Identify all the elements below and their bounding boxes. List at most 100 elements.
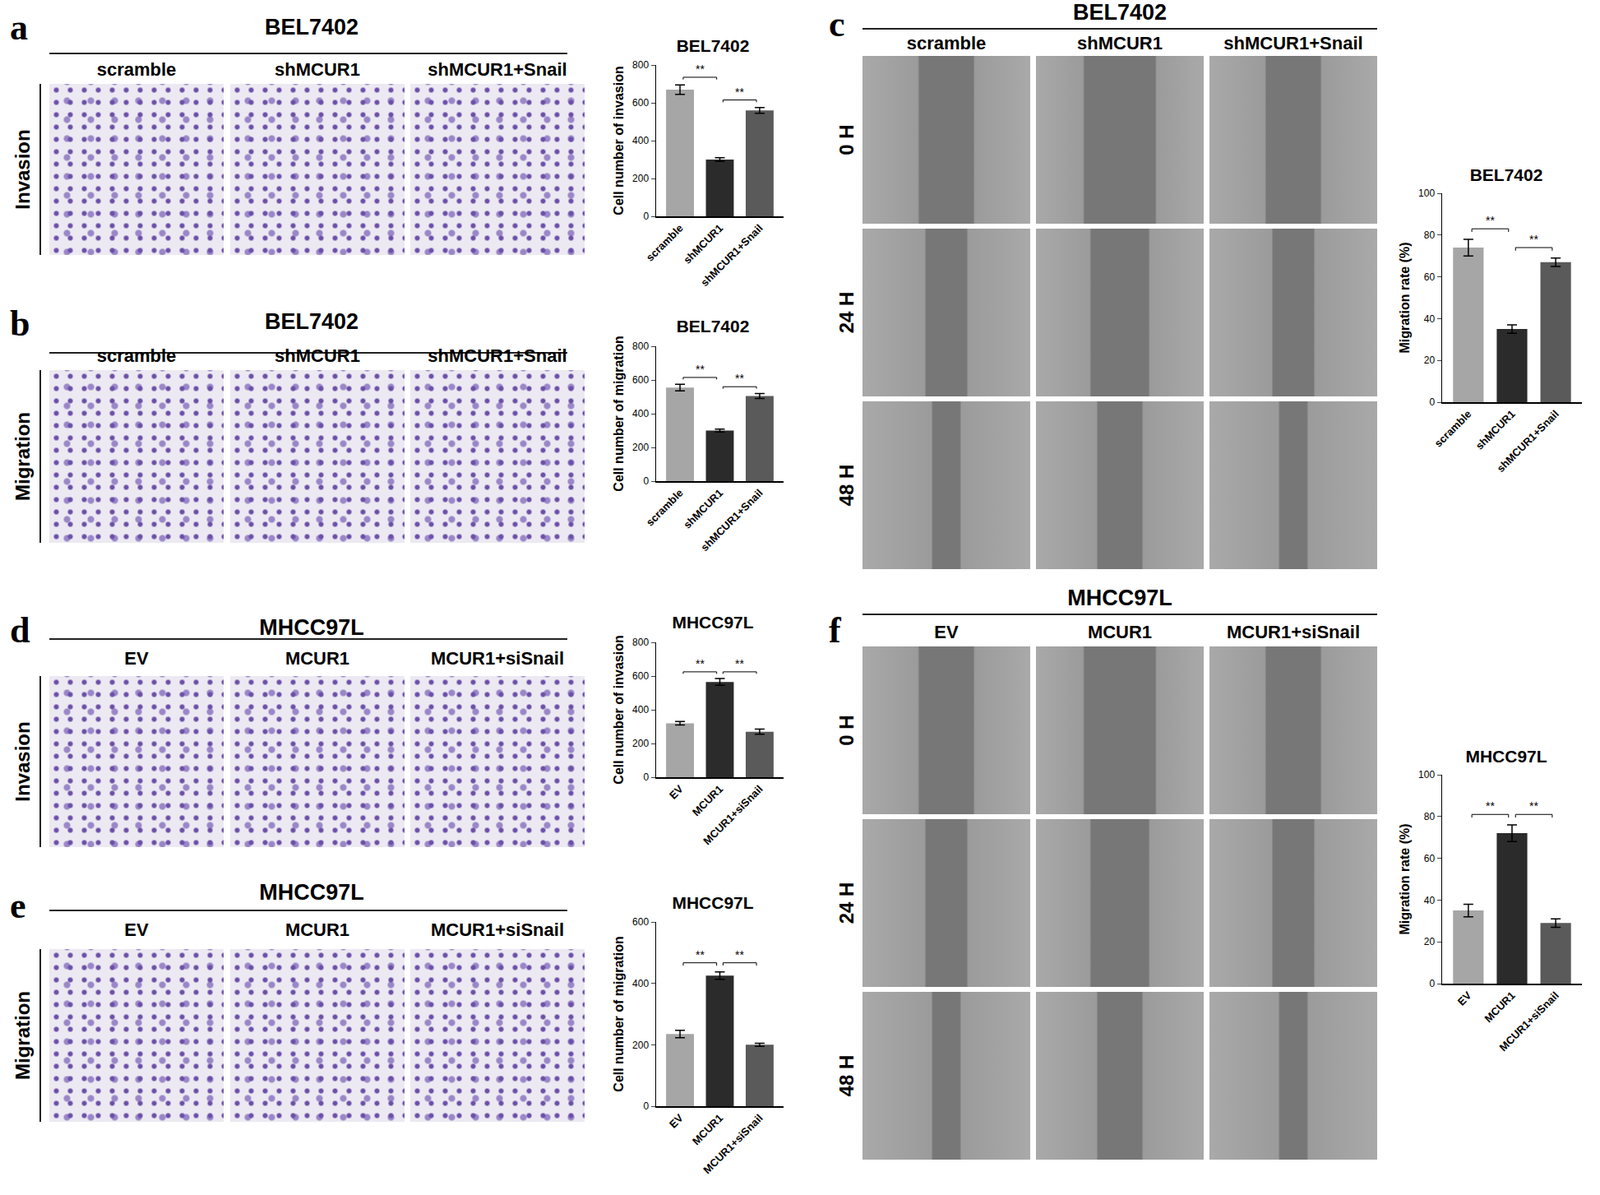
svg-text:40: 40 [1424,313,1436,325]
svg-text:**: ** [1529,232,1539,246]
svg-text:400: 400 [632,703,649,716]
html-text:b: b [9,303,31,344]
html-text:shMCUR1+Snail: shMCUR1+Snail [1223,32,1363,54]
html-text:BEL7402: BEL7402 [264,14,359,40]
svg-text:Cell number of migration: Cell number of migration [611,935,626,1092]
svg-text:0: 0 [642,210,649,222]
svg-text:scramble: scramble [1432,407,1475,450]
svg-text:BEL7402: BEL7402 [676,316,750,336]
svg-text:600: 600 [632,670,649,682]
svg-text:**: ** [695,62,705,76]
svg-text:**: ** [1485,213,1495,227]
svg-text:600: 600 [632,97,649,109]
svg-text:**: ** [735,371,745,385]
svg-text:**: ** [735,656,745,671]
svg-text:0: 0 [1428,396,1435,408]
svg-text:MHCC97L: MHCC97L [1465,746,1547,766]
svg-text:**: ** [695,362,705,376]
svg-text:400: 400 [632,977,649,990]
svg-text:MCUR1+siSnail: MCUR1+siSnail [700,1111,765,1176]
svg-text:MCUR1: MCUR1 [689,1111,726,1147]
svg-text:**: ** [1529,799,1539,813]
html-text:d: d [9,610,31,651]
svg-text:Cell number of invasion: Cell number of invasion [611,634,626,784]
svg-text:EV: EV [666,781,686,801]
html-text:24 H: 24 H [835,291,858,334]
svg-text:scramble: scramble [643,486,686,529]
svg-text:scramble: scramble [643,221,686,264]
svg-text:MCUR1+siSnail: MCUR1+siSnail [700,782,765,847]
svg-text:**: ** [1485,799,1495,813]
html-text:0 H: 0 H [835,714,858,746]
svg-text:60: 60 [1424,852,1436,865]
svg-text:0: 0 [642,771,649,783]
svg-text:Cell number of invasion: Cell number of invasion [611,65,626,215]
html-text:EV: EV [934,621,959,643]
svg-text:EV: EV [1455,988,1475,1008]
svg-text:shMCUR1+Snail: shMCUR1+Snail [698,486,765,554]
svg-text:MHCC97L: MHCC97L [671,892,754,912]
svg-text:EV: EV [666,1110,686,1130]
html-text:BEL7402: BEL7402 [264,309,359,334]
html-text:48 H: 48 H [835,464,858,506]
svg-text:MCUR1: MCUR1 [1481,989,1517,1025]
svg-text:200: 200 [632,172,649,185]
svg-text:20: 20 [1424,354,1436,366]
html-text:24 H: 24 H [835,881,858,924]
svg-text:80: 80 [1424,229,1436,241]
svg-text:shMCUR1+Snail: shMCUR1+Snail [698,221,765,289]
svg-text:Migration rate (%): Migration rate (%) [1397,241,1412,353]
html-text:BEL7402: BEL7402 [1072,0,1167,25]
svg-text:60: 60 [1424,271,1436,283]
svg-text:BEL7402: BEL7402 [676,36,750,56]
svg-text:**: ** [735,85,745,99]
svg-text:200: 200 [632,1039,649,1051]
html-text:MCUR1: MCUR1 [1087,621,1152,643]
svg-text:400: 400 [632,407,649,420]
html-text:scramble: scramble [906,32,987,54]
svg-text:0: 0 [1428,977,1435,990]
svg-text:shMCUR1: shMCUR1 [680,221,726,267]
svg-text:0: 0 [642,1100,649,1112]
svg-text:shMCUR1: shMCUR1 [680,486,726,532]
html-text:MCUR1: MCUR1 [285,647,350,669]
svg-text:200: 200 [632,737,649,750]
svg-text:20: 20 [1424,935,1436,948]
html-text:MCUR1+siSnail: MCUR1+siSnail [430,647,565,669]
svg-text:shMCUR1+Snail: shMCUR1+Snail [1493,407,1561,475]
svg-text:400: 400 [632,134,649,147]
svg-text:BEL7402: BEL7402 [1470,165,1544,185]
svg-text:800: 800 [632,636,649,648]
html-text:Invasion: Invasion [11,129,34,210]
svg-text:800: 800 [632,340,649,352]
svg-text:600: 600 [632,374,649,386]
svg-text:Cell number of migration: Cell number of migration [611,335,626,491]
html-text:shMCUR1: shMCUR1 [1077,32,1163,54]
svg-text:200: 200 [632,441,649,454]
svg-text:**: ** [695,656,705,671]
svg-text:40: 40 [1424,894,1436,907]
html-text:MHCC97L: MHCC97L [1067,585,1173,611]
html-text:MHCC97L: MHCC97L [259,879,365,905]
svg-text:0: 0 [642,475,649,487]
svg-text:100: 100 [1418,187,1435,199]
svg-text:100: 100 [1418,768,1435,781]
html-text:0 H: 0 H [835,124,858,156]
html-text:MHCC97L: MHCC97L [259,615,365,640]
svg-text:**: ** [735,947,745,962]
svg-text:600: 600 [632,915,649,928]
svg-text:80: 80 [1424,810,1436,823]
html-text:Invasion: Invasion [11,721,34,802]
svg-text:MCUR1+siSnail: MCUR1+siSnail [1497,989,1562,1054]
svg-text:800: 800 [632,59,649,71]
html-text:MCUR1+siSnail: MCUR1+siSnail [1226,621,1360,643]
html-text:48 H: 48 H [835,1054,858,1097]
html-text:EV: EV [124,647,149,669]
svg-text:MCUR1: MCUR1 [689,782,726,819]
svg-text:MHCC97L: MHCC97L [671,612,754,632]
svg-text:**: ** [695,947,705,962]
svg-text:shMCUR1: shMCUR1 [1473,407,1518,453]
svg-text:Migration rate (%): Migration rate (%) [1397,823,1412,935]
html-text:Migration: Migration [11,990,34,1080]
html-text:Migration: Migration [11,411,34,501]
